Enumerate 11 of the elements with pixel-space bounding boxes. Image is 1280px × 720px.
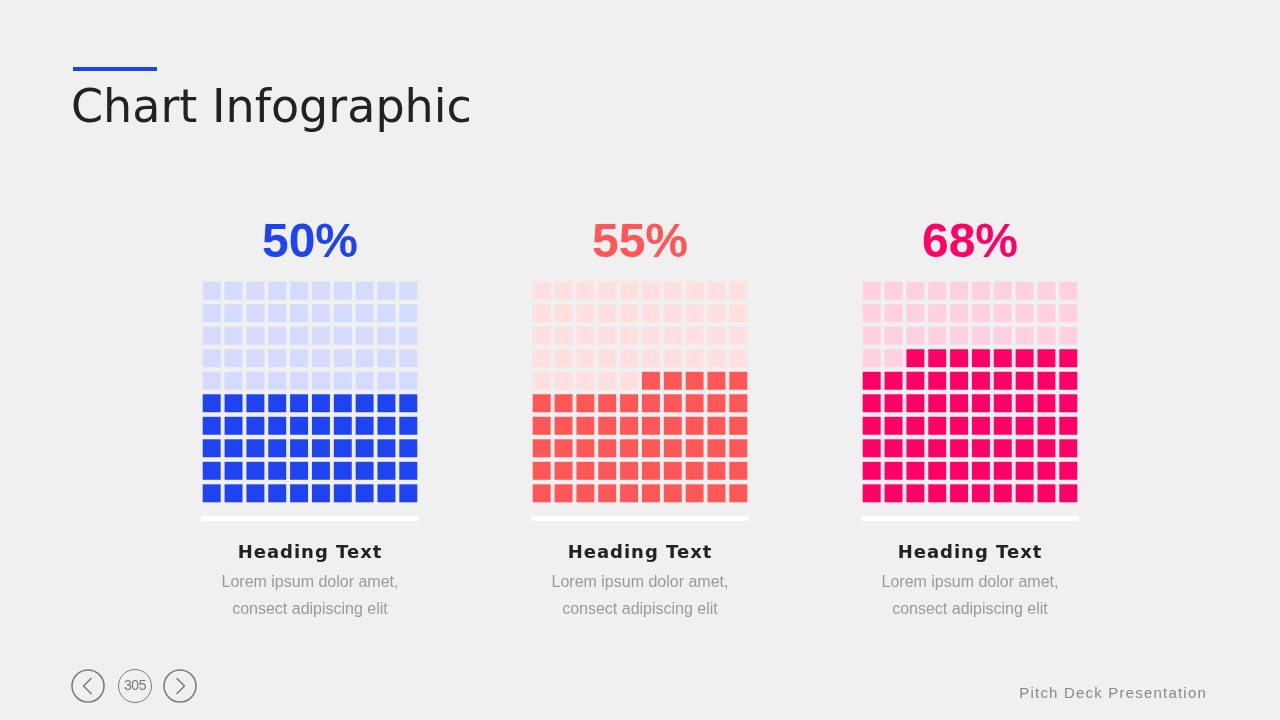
text: Pitch Deck Presentation	[1019, 683, 1207, 703]
category-label: Heading Text	[237, 540, 383, 564]
text: Lorem ipsum dolor amet, consect adipiscing elit	[881, 572, 1059, 619]
data-label: 55%	[591, 214, 689, 267]
category-label: Heading Text	[567, 540, 713, 564]
data-label: 50%	[261, 214, 359, 267]
text: Chart Infographic	[71, 78, 472, 134]
text: Lorem ipsum dolor amet, consect adipiscing elit	[551, 572, 729, 619]
data-label: 68%	[921, 214, 1019, 267]
category-label: Heading Text	[897, 540, 1043, 564]
text: Lorem ipsum dolor amet, consect adipiscing elit	[221, 572, 399, 619]
